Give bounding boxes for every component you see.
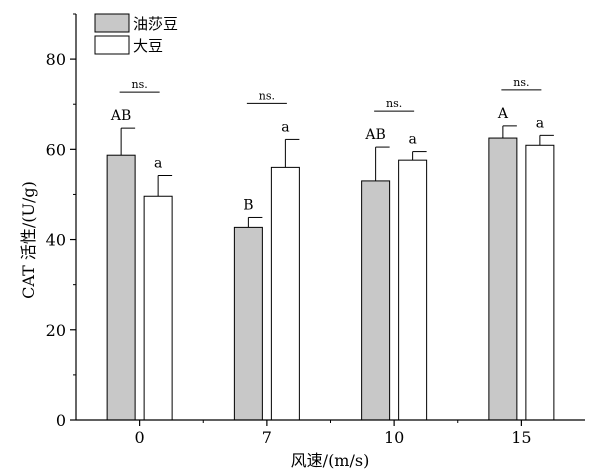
legend-swatch-dadou (94, 35, 130, 55)
y-tick-label: 0 (56, 411, 66, 430)
legend: 油莎豆 大豆 (94, 13, 178, 55)
x-axis-title: 风速/(m/s) (291, 451, 370, 470)
bar-series-1-cat-1 (270, 166, 300, 421)
significance-letter: a (154, 155, 162, 171)
annotations-layer: AB a ns. Ba ns. AB a ns. Aa ns. (110, 76, 544, 214)
bar-series-0-cat-2 (361, 180, 391, 421)
significance-letter: a (408, 132, 416, 148)
legend-label-dadou: 大豆 (133, 37, 163, 55)
y-tick-label: 20 (46, 321, 66, 340)
ns-label: ns. (513, 76, 529, 89)
significance-letter: B (243, 197, 253, 213)
ticks-layer: 0 20 40 60 80 0 7 10 15 (46, 13, 532, 447)
bar-series-0-cat-0 (106, 154, 136, 421)
significance-letter: AB (110, 108, 131, 124)
bar-series-1-cat-0 (143, 195, 173, 421)
significance-letter: a (536, 115, 544, 131)
y-tick-label: 40 (46, 231, 66, 250)
y-tick-label: 60 (46, 140, 66, 159)
ns-label: ns. (259, 89, 275, 102)
y-tick-label: 80 (46, 50, 66, 69)
significance-letter: a (281, 119, 289, 135)
bar-series-1-cat-2 (398, 159, 428, 421)
ns-label: ns. (132, 78, 148, 91)
y-axis-title: CAT 活性/(U/g) (19, 181, 38, 299)
x-tick-label: 7 (262, 428, 272, 447)
bar-series-1-cat-3 (525, 144, 555, 421)
significance-letter: A (497, 106, 509, 122)
x-tick-label: 0 (135, 428, 145, 447)
bars-layer (106, 125, 555, 421)
legend-label-youshadou: 油莎豆 (133, 15, 178, 33)
x-tick-label: 15 (511, 428, 531, 447)
ns-label: ns. (386, 97, 402, 110)
significance-letter: AB (364, 127, 385, 143)
bar-series-0-cat-1 (233, 226, 263, 421)
x-tick-label: 10 (384, 428, 404, 447)
legend-swatch-youshadou (94, 13, 130, 33)
bar-series-0-cat-3 (488, 137, 518, 421)
